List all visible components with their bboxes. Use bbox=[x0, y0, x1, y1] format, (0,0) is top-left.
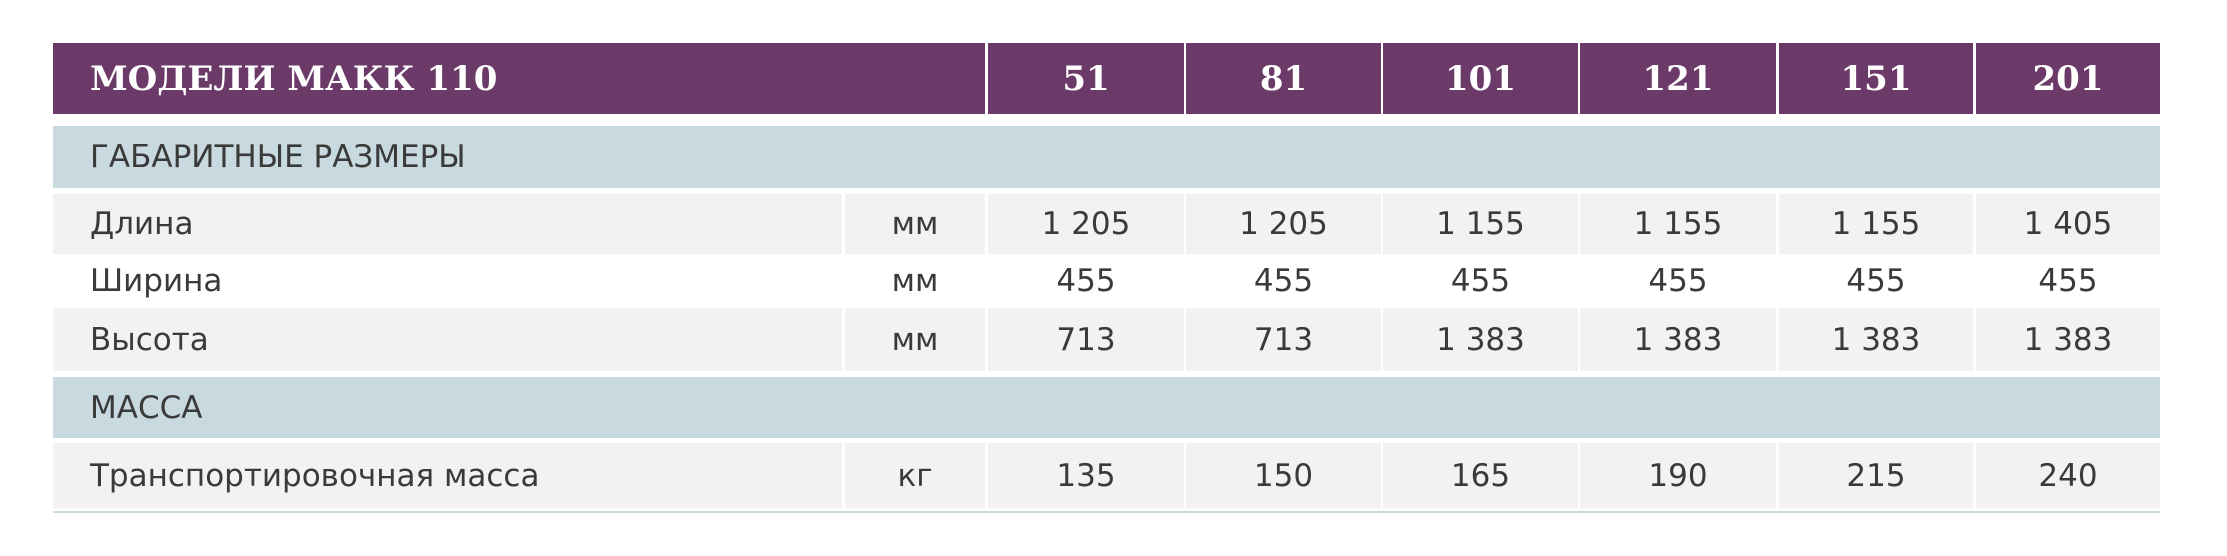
row-value: 1 383 bbox=[1580, 308, 1776, 371]
row-value: 1 155 bbox=[1779, 194, 1973, 254]
row-unit: мм bbox=[845, 257, 985, 305]
row-unit: мм bbox=[845, 308, 985, 371]
row-value: 1 383 bbox=[1976, 308, 2160, 371]
row-value: 1 405 bbox=[1976, 194, 2160, 254]
row-value: 713 bbox=[988, 308, 1184, 371]
row-value: 713 bbox=[1186, 308, 1381, 371]
model-header: 101 bbox=[1383, 43, 1578, 114]
model-header: 51 bbox=[988, 43, 1184, 114]
model-header: 151 bbox=[1779, 43, 1973, 114]
row-label: Длина bbox=[53, 194, 842, 254]
row-value: 240 bbox=[1976, 443, 2160, 508]
row-value: 1 205 bbox=[988, 194, 1184, 254]
row-value: 455 bbox=[1976, 257, 2160, 305]
row-value: 1 383 bbox=[1383, 308, 1578, 371]
section-title: МАССА bbox=[53, 377, 2160, 438]
row-value: 135 bbox=[988, 443, 1184, 508]
row-label: Высота bbox=[53, 308, 842, 371]
row-label: Транспортировочная масса bbox=[53, 443, 842, 508]
row-value: 190 bbox=[1580, 443, 1776, 508]
model-header: 121 bbox=[1580, 43, 1776, 114]
section-title: ГАБАРИТНЫЕ РАЗМЕРЫ bbox=[53, 126, 2160, 188]
row-value: 455 bbox=[1383, 257, 1578, 305]
row-value: 150 bbox=[1186, 443, 1381, 508]
row-value: 1 383 bbox=[1779, 308, 1973, 371]
row-unit: кг bbox=[845, 443, 985, 508]
model-header: 201 bbox=[1976, 43, 2160, 114]
header-title: МОДЕЛИ МАКК 110 bbox=[53, 43, 985, 114]
row-label: Ширина bbox=[53, 257, 842, 305]
row-value: 455 bbox=[988, 257, 1184, 305]
row-value: 455 bbox=[1186, 257, 1381, 305]
row-value: 455 bbox=[1580, 257, 1776, 305]
row-value: 455 bbox=[1779, 257, 1973, 305]
row-value: 215 bbox=[1779, 443, 1973, 508]
model-header: 81 bbox=[1186, 43, 1381, 114]
row-value: 165 bbox=[1383, 443, 1578, 508]
row-value: 1 155 bbox=[1580, 194, 1776, 254]
row-value: 1 155 bbox=[1383, 194, 1578, 254]
bottom-rule bbox=[53, 511, 2160, 513]
row-value: 1 205 bbox=[1186, 194, 1381, 254]
row-unit: мм bbox=[845, 194, 985, 254]
